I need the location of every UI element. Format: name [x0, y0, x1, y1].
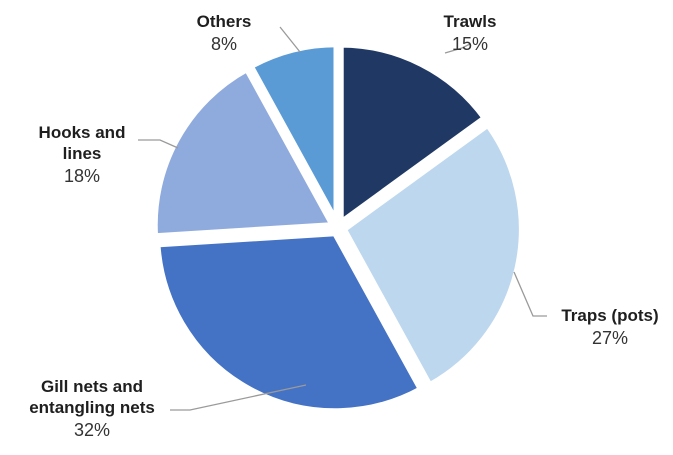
leader-line-gill-nets	[170, 384, 307, 411]
slice-label-trawls: Trawls	[444, 12, 497, 31]
slice-label-hooks-and-lines: lines	[63, 144, 102, 163]
slice-value-hooks-and-lines: 18%	[64, 166, 100, 186]
leader-line-hooks-and-lines	[138, 139, 179, 149]
slice-value-trawls: 15%	[452, 34, 488, 54]
slice-label-others: Others	[197, 12, 252, 31]
slice-value-gill-nets: 32%	[74, 420, 110, 440]
slice-value-others: 8%	[211, 34, 237, 54]
slice-label-hooks-and-lines: Hooks and	[39, 123, 126, 142]
pie-slices	[151, 41, 525, 415]
leader-lines	[138, 26, 547, 411]
slice-label-traps-pots: Traps (pots)	[561, 306, 658, 325]
slice-value-traps-pots: 27%	[592, 328, 628, 348]
slice-label-gill-nets: entangling nets	[29, 398, 155, 417]
slice-labels: Trawls 15% Traps (pots) 27% Gill nets and ent…	[29, 12, 658, 440]
slice-label-gill-nets: Gill nets and	[41, 377, 143, 396]
pie-slice-hooks-and-lines	[151, 66, 336, 240]
pie-slice-trawls	[337, 41, 488, 226]
leader-line-others	[279, 26, 301, 53]
pie-slice-others	[247, 41, 340, 226]
leader-line-traps-pots	[513, 271, 547, 317]
pie-slice-traps-pots	[340, 121, 525, 389]
leader-line-trawls	[444, 43, 471, 54]
pie-slice-gill-nets	[154, 230, 424, 415]
